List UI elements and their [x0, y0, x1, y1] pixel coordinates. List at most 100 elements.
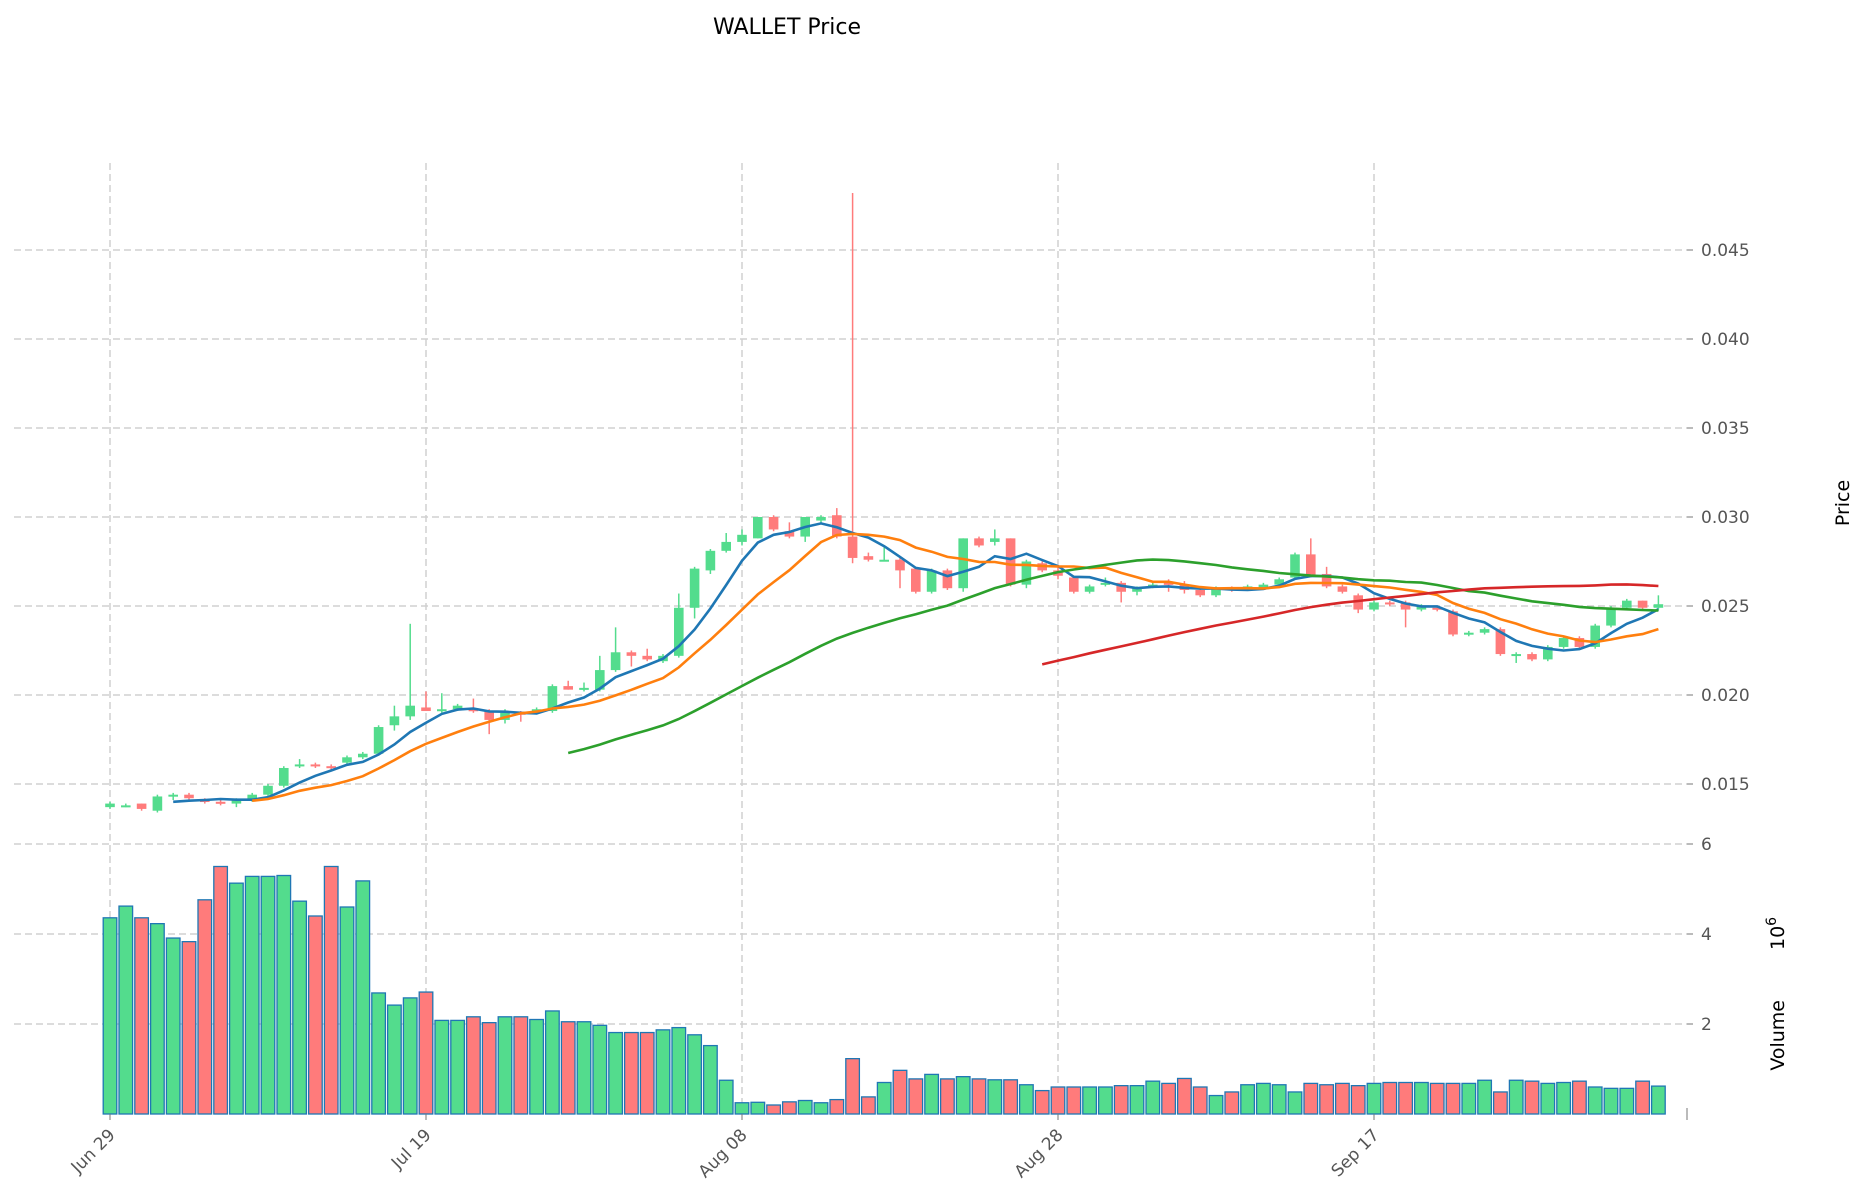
price-tick-label: 0.025	[1701, 597, 1750, 617]
volume-bar	[955, 1076, 971, 1115]
candle-body-up	[1622, 600, 1632, 608]
candle-body-down	[911, 568, 921, 592]
date-tick-label: Aug 28	[1011, 1125, 1068, 1182]
volume-bar	[371, 992, 387, 1115]
volume-bar	[1540, 1082, 1556, 1115]
candle-body-down	[1005, 538, 1016, 585]
volume-bar	[1334, 1082, 1350, 1115]
candle-body-up	[1084, 586, 1095, 592]
volume-bar	[734, 1102, 750, 1115]
candle-body-up	[721, 541, 731, 551]
candle-body-up	[816, 517, 826, 521]
volume-bar	[1445, 1082, 1461, 1115]
volume-bar	[908, 1078, 924, 1115]
candle-body-up	[958, 538, 968, 589]
candle-body-down	[895, 559, 905, 571]
volume-bar	[1240, 1084, 1256, 1115]
candle-body-up	[1290, 554, 1300, 578]
volume-bar	[1018, 1084, 1034, 1115]
volume-bar	[181, 941, 197, 1115]
volume-bar	[1319, 1084, 1335, 1115]
date-tick-label: Jun 29	[67, 1125, 120, 1178]
volume-bar	[1066, 1086, 1082, 1115]
volume-bar	[402, 997, 418, 1115]
price-tick-label: 0.045	[1701, 241, 1750, 261]
volume-bar	[1366, 1082, 1382, 1115]
volume-bar	[197, 899, 213, 1115]
candle-body-down	[215, 801, 226, 804]
volume-bar	[481, 1022, 497, 1115]
volume-bar	[592, 1024, 608, 1115]
volume-bar	[228, 882, 244, 1115]
chart-title: WALLET Price	[713, 15, 861, 40]
volume-bar	[339, 906, 355, 1115]
candle-body-down	[1306, 554, 1316, 576]
candle-body-up	[1132, 588, 1142, 592]
candle-body-up	[1258, 584, 1269, 589]
volume-bar	[971, 1078, 987, 1115]
candle-body-up	[1211, 588, 1221, 596]
volume-bar	[1255, 1082, 1271, 1115]
ma60-line	[1041, 583, 1659, 666]
volume-bar	[1003, 1079, 1019, 1115]
volume-bar	[307, 915, 323, 1115]
candle-body-down	[1400, 602, 1411, 610]
candle-body-down	[847, 536, 858, 558]
volume-bar	[1477, 1079, 1493, 1115]
volume-bar	[1113, 1085, 1129, 1115]
candle-body-up	[579, 687, 589, 690]
volume-bar	[1287, 1091, 1303, 1115]
ma30-line	[567, 558, 1659, 755]
volume-bar	[1050, 1086, 1066, 1115]
candle-body-up	[358, 753, 368, 758]
candle-body-up	[294, 764, 305, 767]
volume-bar	[781, 1101, 797, 1115]
volume-bar	[671, 1026, 687, 1115]
volume-bar	[323, 865, 339, 1115]
candle-body-down	[1432, 607, 1442, 610]
volume-axis-label: Volume	[1767, 1000, 1789, 1071]
candle-body-up	[231, 800, 242, 804]
volume-exponent-power: 6	[1764, 917, 1780, 926]
candle-body-down	[1385, 602, 1395, 605]
volume-bar	[276, 874, 292, 1115]
volume-bar	[1129, 1085, 1145, 1115]
volume-bar	[1224, 1091, 1240, 1115]
volume-bar	[1398, 1081, 1414, 1115]
price-tick-label: 0.015	[1701, 775, 1750, 795]
volume-bar	[750, 1101, 766, 1115]
date-tick-label: Aug 08	[695, 1125, 752, 1182]
volume-bar	[1350, 1085, 1366, 1115]
volume-bar	[134, 917, 150, 1115]
ma10-line	[252, 532, 1659, 802]
price-tick-label: 0.040	[1701, 330, 1750, 350]
date-tick-label: Jul 19	[387, 1125, 435, 1173]
volume-bar	[655, 1029, 671, 1115]
candle-body-up	[610, 652, 621, 671]
volume-bars	[102, 865, 1666, 1115]
volume-bar	[924, 1073, 940, 1115]
candle-body-down	[1574, 638, 1585, 647]
volume-bar	[1508, 1079, 1524, 1115]
volume-bar	[1587, 1086, 1603, 1115]
volume-bar	[1271, 1084, 1287, 1115]
candle-body-up	[1100, 582, 1111, 585]
volume-bar	[1461, 1082, 1477, 1115]
volume-tick-label: 2	[1701, 1015, 1712, 1035]
volume-bar	[702, 1044, 718, 1115]
volume-bar	[1603, 1087, 1619, 1115]
price-tick-label: 0.030	[1701, 508, 1750, 528]
date-tick-label: Sep 17	[1328, 1125, 1384, 1181]
volume-bar	[1571, 1080, 1587, 1115]
candle-body-down	[421, 707, 431, 712]
volume-bar	[608, 1031, 624, 1115]
volume-bar	[560, 1021, 576, 1115]
volume-bar	[813, 1102, 829, 1115]
volume-tick-label: 4	[1701, 925, 1712, 945]
volume-bar	[797, 1099, 813, 1115]
candle-body-down	[1353, 595, 1363, 610]
candle-body-up	[1511, 654, 1521, 657]
moving-average-lines	[173, 522, 1660, 804]
candle-body-down	[626, 652, 637, 656]
volume-bar	[1192, 1086, 1208, 1115]
